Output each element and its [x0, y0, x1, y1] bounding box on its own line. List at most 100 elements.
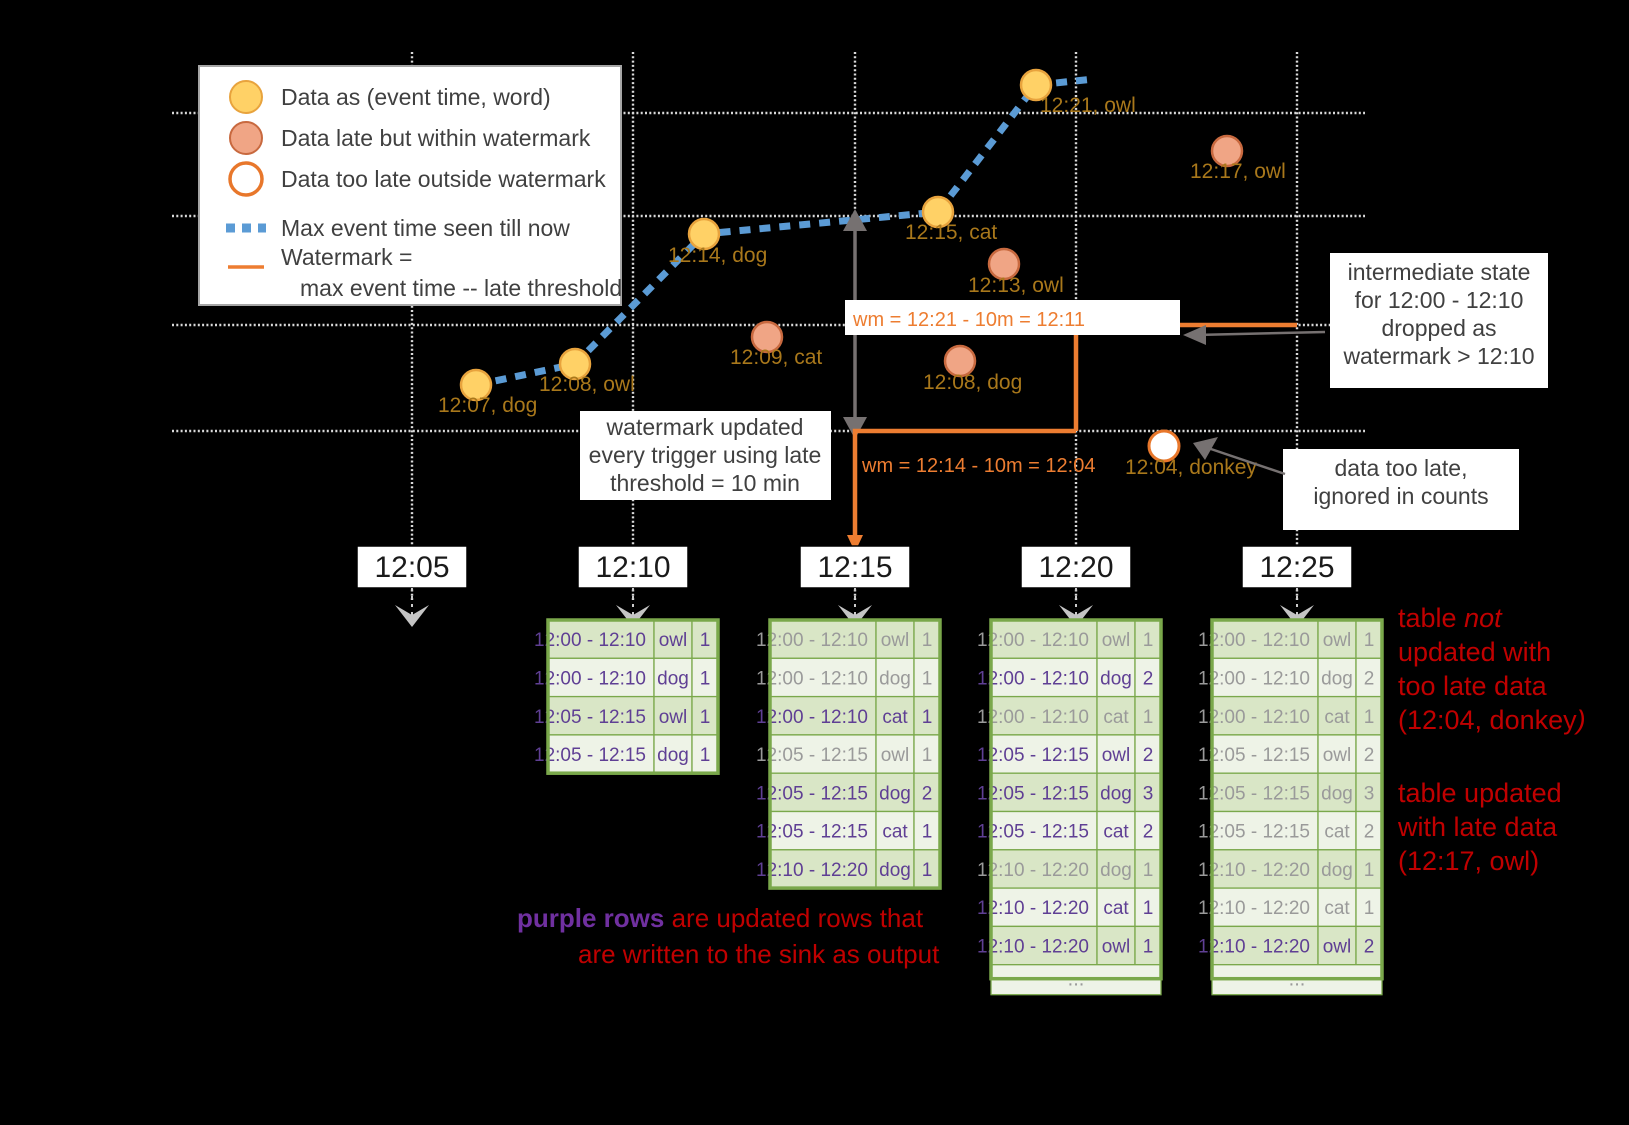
svg-text:ignored in counts: ignored in counts [1313, 483, 1488, 509]
svg-text:for 12:00 - 12:10: for 12:00 - 12:10 [1355, 287, 1524, 313]
svg-text:12:05 - 12:15: 12:05 - 12:15 [977, 783, 1089, 804]
svg-text:12:04, donkey: 12:04, donkey [1125, 456, 1257, 479]
svg-text:12:00 - 12:10: 12:00 - 12:10 [1198, 707, 1310, 728]
svg-text:12:05 - 12:15: 12:05 - 12:15 [534, 745, 646, 766]
svg-text:owl: owl [1102, 937, 1131, 958]
svg-text:1: 1 [1364, 860, 1375, 881]
svg-text:12:10 - 12:20: 12:10 - 12:20 [977, 937, 1089, 958]
svg-text:1: 1 [1143, 898, 1154, 919]
svg-text:1: 1 [1364, 707, 1375, 728]
svg-text:12:20: 12:20 [1038, 551, 1113, 584]
svg-text:1: 1 [1364, 630, 1375, 651]
svg-text:Data late but within watermark: Data late but within watermark [281, 125, 591, 151]
svg-text:2: 2 [1143, 745, 1154, 766]
svg-text:dropped as: dropped as [1381, 315, 1496, 341]
svg-text:12:13, owl: 12:13, owl [968, 274, 1064, 297]
svg-text:12:15: 12:15 [817, 551, 892, 584]
svg-text:2: 2 [1364, 822, 1375, 843]
svg-text:are written to the sink as out: are written to the sink as output [578, 939, 940, 969]
svg-text:table updated: table updated [1398, 778, 1562, 808]
svg-text:dog: dog [879, 783, 911, 804]
svg-text:owl: owl [1323, 745, 1352, 766]
svg-text:owl: owl [881, 630, 910, 651]
svg-text:1: 1 [1143, 630, 1154, 651]
svg-text:2: 2 [1364, 745, 1375, 766]
svg-text:2: 2 [1143, 668, 1154, 689]
svg-text:data too late,: data too late, [1335, 455, 1468, 481]
svg-text:12:05 - 12:15: 12:05 - 12:15 [1198, 822, 1310, 843]
svg-text:1: 1 [1143, 707, 1154, 728]
svg-text:owl: owl [1323, 630, 1352, 651]
svg-text:dog: dog [879, 860, 911, 881]
svg-text:3: 3 [1143, 783, 1154, 804]
svg-text:Data as (event time, word): Data as (event time, word) [281, 84, 551, 110]
svg-text:12:10 - 12:20: 12:10 - 12:20 [977, 898, 1089, 919]
svg-text:2: 2 [1364, 668, 1375, 689]
svg-text:owl: owl [659, 707, 688, 728]
svg-text:dog: dog [1100, 860, 1132, 881]
svg-text:too late data: too late data [1398, 671, 1548, 701]
svg-text:dog: dog [1321, 860, 1353, 881]
svg-text:cat: cat [1103, 707, 1129, 728]
svg-text:owl: owl [659, 630, 688, 651]
svg-text:12:05: 12:05 [374, 551, 449, 584]
svg-text:12:05 - 12:15: 12:05 - 12:15 [1198, 783, 1310, 804]
svg-text:12:00 - 12:10: 12:00 - 12:10 [977, 668, 1089, 689]
svg-text:12:21, owl: 12:21, owl [1040, 94, 1136, 117]
svg-text:table not: table not [1398, 603, 1503, 633]
svg-text:1: 1 [1143, 937, 1154, 958]
svg-text:12:08, owl: 12:08, owl [539, 373, 635, 396]
svg-text:Data too late outside watermar: Data too late outside watermark [281, 166, 606, 192]
svg-text:with late data: with late data [1397, 812, 1558, 842]
svg-text:owl: owl [881, 745, 910, 766]
svg-text:12:25: 12:25 [1259, 551, 1334, 584]
svg-text:2: 2 [1143, 822, 1154, 843]
svg-text:2: 2 [922, 783, 933, 804]
svg-text:12:00 - 12:10: 12:00 - 12:10 [756, 707, 868, 728]
svg-text:12:00 - 12:10: 12:00 - 12:10 [977, 630, 1089, 651]
svg-text:wm = 12:21 - 10m = 12:11: wm = 12:21 - 10m = 12:11 [852, 309, 1085, 331]
svg-text:1: 1 [922, 745, 933, 766]
svg-text:watermark updated: watermark updated [606, 414, 804, 440]
svg-text:12:05 - 12:15: 12:05 - 12:15 [977, 822, 1089, 843]
svg-text:max event time -- late thresho: max event time -- late threshold [300, 275, 622, 301]
svg-text:12:14, dog: 12:14, dog [668, 244, 767, 267]
svg-text:owl: owl [1102, 630, 1131, 651]
svg-text:1: 1 [700, 707, 711, 728]
svg-text:dog: dog [1100, 783, 1132, 804]
svg-text:dog: dog [1321, 783, 1353, 804]
svg-text:1: 1 [700, 745, 711, 766]
svg-text:3: 3 [1364, 783, 1375, 804]
svg-text:dog: dog [879, 668, 911, 689]
svg-text:12:10 - 12:20: 12:10 - 12:20 [977, 860, 1089, 881]
svg-text:cat: cat [1324, 707, 1350, 728]
svg-text:cat: cat [1103, 898, 1129, 919]
svg-text:1: 1 [922, 707, 933, 728]
svg-text:cat: cat [1324, 822, 1350, 843]
svg-text:owl: owl [1323, 937, 1352, 958]
svg-text:12:00 - 12:10: 12:00 - 12:10 [756, 630, 868, 651]
svg-text:12:00 - 12:10: 12:00 - 12:10 [1198, 630, 1310, 651]
svg-text:1: 1 [1364, 898, 1375, 919]
svg-text:(12:04, donkey): (12:04, donkey) [1398, 705, 1586, 735]
svg-text:every trigger using late: every trigger using late [589, 442, 822, 468]
svg-text:watermark > 12:10: watermark > 12:10 [1342, 343, 1534, 369]
svg-text:12:08, dog: 12:08, dog [923, 371, 1022, 394]
svg-text:12:15, cat: 12:15, cat [905, 221, 997, 244]
svg-text:cat: cat [882, 822, 908, 843]
svg-text:wm = 12:14 - 10m = 12:04: wm = 12:14 - 10m = 12:04 [861, 455, 1095, 477]
svg-text:dog: dog [1321, 668, 1353, 689]
svg-text:purple rows are updated rows t: purple rows are updated rows that [517, 903, 924, 933]
svg-text:12:10: 12:10 [595, 551, 670, 584]
svg-text:dog: dog [657, 745, 689, 766]
svg-text:12:10 - 12:20: 12:10 - 12:20 [1198, 860, 1310, 881]
svg-text:(12:17, owl): (12:17, owl) [1398, 846, 1539, 876]
svg-text:12:00 - 12:10: 12:00 - 12:10 [1198, 668, 1310, 689]
svg-text:12:10 - 12:20: 12:10 - 12:20 [1198, 898, 1310, 919]
svg-text:dog: dog [1100, 668, 1132, 689]
svg-text:12:00 - 12:10: 12:00 - 12:10 [977, 707, 1089, 728]
svg-text:12:07, dog: 12:07, dog [438, 394, 537, 417]
svg-text:12:10 - 12:20: 12:10 - 12:20 [1198, 937, 1310, 958]
svg-text:1: 1 [700, 630, 711, 651]
svg-text:1: 1 [922, 822, 933, 843]
